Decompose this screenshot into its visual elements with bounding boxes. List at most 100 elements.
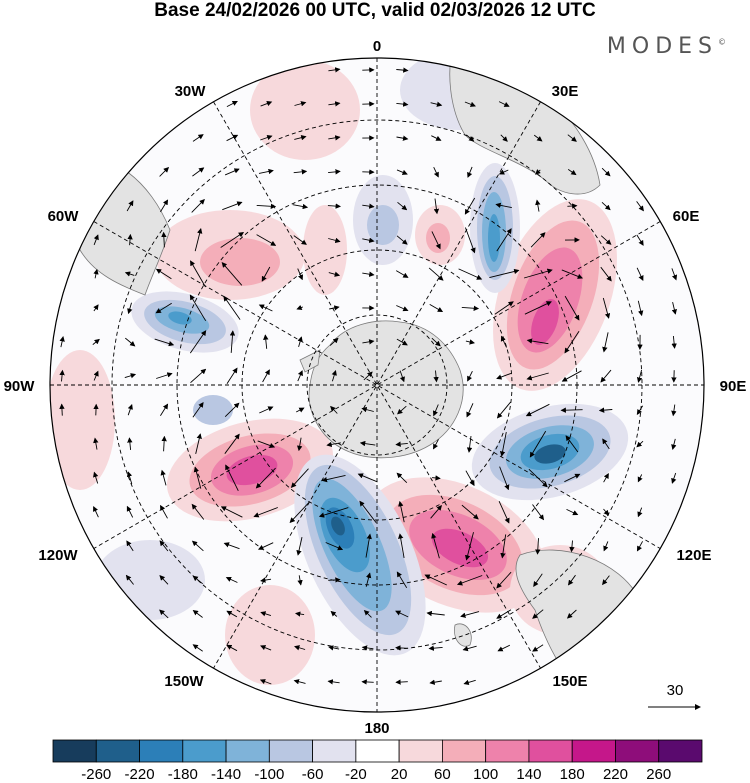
colorbar-swatch — [528, 739, 573, 763]
wind-vector — [499, 466, 510, 491]
wind-vector — [192, 134, 204, 142]
wind-vector — [396, 67, 409, 73]
wind-vector — [535, 199, 541, 212]
wind-vector — [127, 403, 133, 416]
wind-vector — [189, 330, 207, 354]
wind-vector — [465, 470, 475, 487]
colorbar-swatch — [312, 739, 357, 763]
wind-vector — [494, 301, 514, 315]
wind-vector — [532, 504, 545, 521]
wind-vector — [428, 645, 443, 651]
wind-vector — [224, 402, 240, 418]
wind-vector — [126, 505, 134, 518]
wind-vector — [297, 575, 303, 586]
wind-vector — [159, 609, 169, 619]
wind-vector — [464, 101, 476, 107]
wind-vector — [560, 407, 583, 413]
wind-vector — [429, 304, 444, 313]
lon-label-150e: 150E — [552, 673, 587, 690]
wind-vector — [192, 167, 205, 177]
wind-vector — [636, 201, 644, 212]
wind-vector — [461, 305, 480, 311]
colorbar-tick-label: 220 — [603, 766, 628, 783]
wind-vector — [432, 404, 439, 417]
wind-vector — [257, 440, 276, 449]
wind-vector — [671, 268, 678, 281]
wind-vector — [396, 571, 408, 589]
lon-label-120e: 120E — [676, 547, 711, 564]
colorbar-swatch — [268, 739, 314, 763]
wind-vector — [566, 609, 577, 619]
wind-vector — [191, 540, 204, 552]
longitude-labels: 0 30E 60E 90E 120E 150E 180 150W 120W 90… — [4, 38, 747, 737]
wind-vector — [433, 439, 439, 450]
wind-vector — [293, 679, 306, 685]
wind-vector — [525, 403, 550, 417]
wind-vector — [524, 301, 552, 315]
wind-vector — [396, 338, 408, 346]
wind-vector — [396, 135, 409, 141]
wind-vector — [431, 231, 441, 250]
wind-vector — [500, 335, 507, 348]
wind-vector — [429, 679, 442, 685]
wind-vector — [671, 438, 677, 450]
wind-vector — [222, 201, 243, 211]
wind-vector — [464, 532, 474, 561]
wind-vector — [499, 432, 507, 457]
colorbar-tick-label: -220 — [125, 766, 155, 783]
wind-vector — [328, 271, 341, 277]
wind-vector — [397, 405, 407, 415]
colorbar-swatch — [139, 739, 184, 763]
lon-label-90e: 90E — [720, 378, 747, 395]
wind-vector — [462, 645, 477, 652]
wind-vector — [636, 440, 644, 448]
wind-vector — [258, 304, 273, 312]
wind-vector — [498, 501, 510, 524]
wind-vector — [155, 302, 172, 314]
wind-vector — [253, 507, 278, 518]
wind-vector — [160, 504, 168, 519]
colorbar-tick-label: -180 — [168, 766, 198, 783]
wind-vector — [561, 370, 582, 382]
colorbar-tick-label: 20 — [391, 766, 408, 783]
colorbar-swatch — [441, 739, 487, 763]
wind-vector — [260, 134, 273, 141]
wind-vector — [601, 167, 611, 177]
wind-vector — [93, 268, 99, 279]
wind-vector — [567, 203, 578, 209]
wind-vector — [194, 228, 203, 252]
wind-vector — [125, 337, 136, 347]
wind-vector — [566, 508, 579, 516]
reference-vector: 30 — [648, 682, 701, 710]
map-boundary — [49, 57, 705, 713]
wind-vector — [127, 302, 133, 315]
lon-label-30w: 30W — [175, 83, 207, 100]
wind-vector — [331, 369, 337, 382]
colorbar-tick-label: -140 — [211, 766, 241, 783]
wind-vector — [126, 540, 134, 552]
wind-vector — [598, 407, 613, 413]
wind-vector — [637, 474, 643, 483]
wind-vector — [192, 401, 204, 418]
wind-vector — [467, 370, 473, 382]
wind-vector — [327, 679, 340, 685]
wind-vector — [159, 166, 170, 177]
wind-vector — [195, 433, 202, 455]
colorbar-swatch — [398, 739, 443, 763]
wind-vector — [463, 679, 476, 686]
wind-vector — [126, 471, 133, 485]
wind-vector — [671, 472, 677, 484]
wind-vector — [600, 266, 612, 282]
wind-vector — [395, 679, 408, 685]
wind-vector — [290, 468, 309, 488]
wind-vector — [500, 534, 507, 559]
wind-vector — [361, 645, 374, 651]
wind-vector — [498, 101, 510, 107]
wind-vector — [192, 644, 203, 652]
wind-vector — [124, 373, 137, 379]
wind-vector — [125, 574, 134, 585]
wind-vector — [460, 611, 480, 618]
lon-label-150w: 150W — [164, 673, 204, 690]
colorbar-tick-label: -20 — [345, 766, 367, 783]
colorbar-swatch — [52, 739, 97, 763]
